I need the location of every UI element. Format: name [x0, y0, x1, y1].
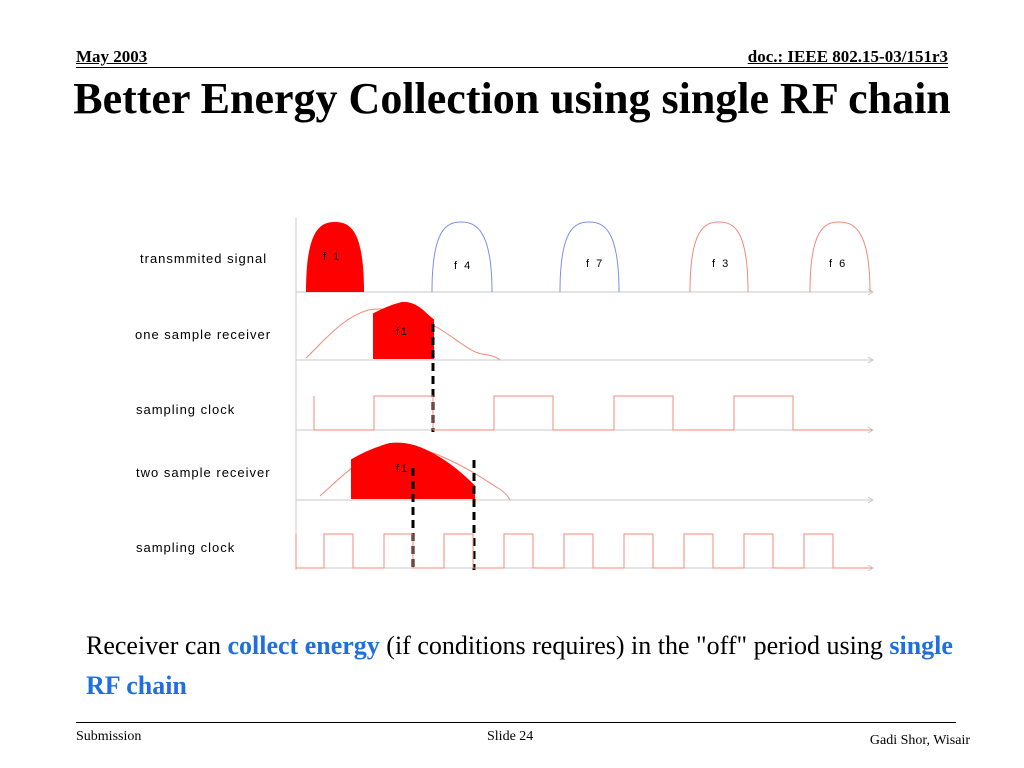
body-paragraph: Receiver can collect energy (if conditio…	[86, 626, 966, 706]
received-label-two: f1	[396, 463, 409, 475]
header-doc-id: doc.: IEEE 802.15-03/151r3	[747, 47, 948, 66]
highlight-single-rf-chain: single RF chain	[86, 631, 953, 700]
pulse-label-f6: f 6	[829, 258, 847, 270]
row-label-two-sample: two sample receiver	[136, 465, 271, 480]
pulse-label-f1: f 1	[323, 251, 341, 263]
pulse-label-f3: f 3	[712, 258, 730, 270]
footer-submission: Submission	[76, 729, 142, 744]
header-date: May 2003	[76, 47, 148, 66]
slide-title: Better Energy Collection using single RF…	[73, 74, 951, 123]
footer-author: Gadi Shor, Wisair	[869, 733, 970, 748]
pulse-f6	[809, 221, 871, 293]
body-part2: (if conditions requires) in the "off" pe…	[379, 631, 890, 660]
collected-energy-one	[373, 301, 434, 359]
pulse-f1	[306, 222, 364, 292]
row-label-one-sample: one sample receiver	[135, 327, 271, 342]
timing-diagram: transmmited signal one sample receiver s…	[135, 218, 874, 572]
footer-slide-number: Slide 24	[487, 729, 534, 744]
sampling-clock-2	[295, 533, 872, 569]
pulse-f7	[559, 221, 620, 293]
row-label-transmitted: transmmited signal	[140, 251, 267, 266]
highlight-collect-energy: collect energy	[227, 631, 380, 660]
row-label-clock-2: sampling clock	[136, 540, 235, 555]
body-part1: Receiver can	[86, 631, 228, 660]
header-rule	[76, 67, 948, 68]
row-label-clock-1: sampling clock	[136, 402, 235, 417]
pulse-f4	[431, 221, 493, 293]
received-label-one: f1	[396, 326, 409, 338]
sampling-clock-1	[313, 395, 872, 431]
footer-rule	[76, 722, 956, 723]
pulse-label-f4: f 4	[454, 260, 472, 272]
pulse-label-f7: f 7	[586, 258, 604, 270]
pulse-f3	[689, 221, 749, 293]
